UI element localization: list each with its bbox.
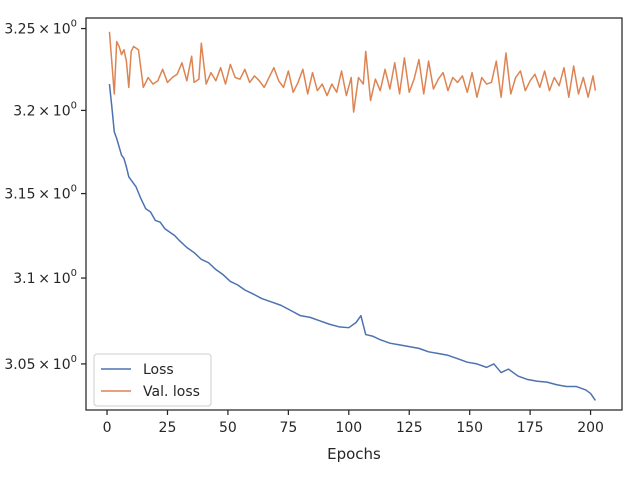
x-tick-label: 0 bbox=[103, 420, 112, 436]
y-tick-label: 3.2 × 100 bbox=[13, 100, 77, 119]
x-tick-label: 75 bbox=[279, 420, 297, 436]
x-tick-label: 100 bbox=[335, 420, 362, 436]
x-axis-label: Epochs bbox=[327, 445, 381, 463]
series-line-val-loss bbox=[108, 31, 597, 113]
x-tick-label: 125 bbox=[396, 420, 423, 436]
x-tick-label: 200 bbox=[577, 420, 604, 436]
y-tick-label: 3.1 × 100 bbox=[13, 268, 77, 287]
x-tick-label: 50 bbox=[219, 420, 237, 436]
y-tick-label: 3.15 × 100 bbox=[4, 184, 77, 203]
x-tick-label: 25 bbox=[159, 420, 177, 436]
y-tick-label: 3.05 × 100 bbox=[4, 354, 77, 373]
legend-box bbox=[93, 353, 212, 407]
legend-label: Val. loss bbox=[143, 384, 200, 400]
plot-lines bbox=[108, 31, 597, 401]
legend: Loss Val. loss bbox=[93, 353, 212, 407]
x-axis-ticks: 0 25 50 75 100 125 150 175 200 bbox=[103, 410, 604, 436]
x-tick-label: 175 bbox=[517, 420, 544, 436]
series-line-loss bbox=[108, 84, 597, 401]
y-tick-label: 3.25 × 100 bbox=[4, 19, 77, 38]
x-tick-label: 150 bbox=[456, 420, 483, 436]
y-axis-ticks: 3.05 × 100 3.1 × 100 3.15 × 100 3.2 × 100 3.… bbox=[4, 19, 86, 373]
plot-frame bbox=[85, 17, 623, 411]
legend-label: Loss bbox=[143, 362, 174, 378]
